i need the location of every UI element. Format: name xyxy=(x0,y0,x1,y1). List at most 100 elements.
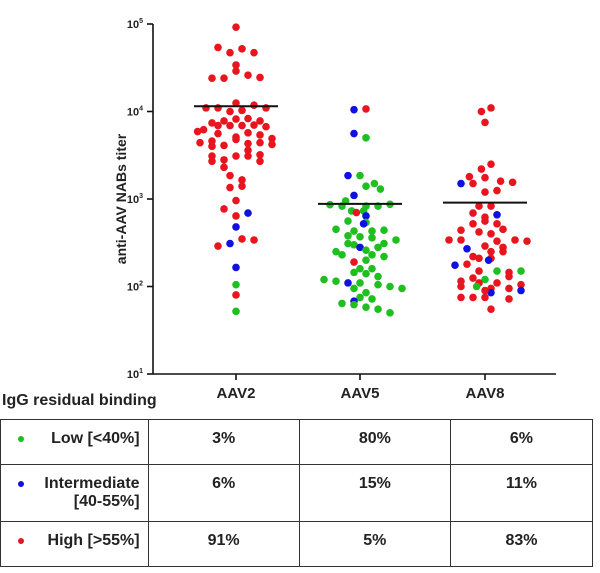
data-point-aav2-high xyxy=(256,117,264,125)
data-point-aav5-low xyxy=(362,288,370,297)
data-point-aav2-high xyxy=(208,119,216,127)
data-point-aav8-high xyxy=(475,254,483,263)
data-point-aav2-high xyxy=(256,131,264,139)
legend-dot-green-icon xyxy=(18,436,24,442)
y-tick-label: 101 xyxy=(127,368,143,381)
row-label-intermediate-line2: [40-55%] xyxy=(73,493,140,510)
residual-binding-table: Low [<40%] 3% 80% 6% Intermediate [40-55… xyxy=(0,419,594,567)
data-point-aav5-low xyxy=(332,277,340,285)
y-tick-label: 102 xyxy=(127,281,143,294)
data-point-aav8-high xyxy=(469,179,477,188)
data-point-aav5-intermediate xyxy=(350,129,358,138)
data-point-aav8-high xyxy=(496,177,505,185)
cell-low-aav5: 80% xyxy=(298,419,451,465)
x-tick-label-aav8: AAV8 xyxy=(466,385,505,400)
data-point-aav2-high xyxy=(226,48,234,57)
data-point-aav8-high xyxy=(481,293,489,302)
legend-dot-red-icon xyxy=(18,538,24,544)
data-point-aav5-low xyxy=(332,225,340,234)
data-point-aav8-high xyxy=(508,178,517,187)
data-point-aav8-high xyxy=(457,236,465,244)
legend-dot-blue-icon xyxy=(18,481,24,487)
data-point-aav8-intermediate xyxy=(517,286,525,295)
data-point-aav2-high xyxy=(238,45,246,53)
data-point-aav2-high xyxy=(208,157,216,166)
data-point-aav5-low xyxy=(344,217,352,225)
data-point-aav2-high xyxy=(193,127,202,136)
data-point-aav5-low xyxy=(344,231,352,240)
data-point-aav8-high xyxy=(475,228,483,236)
data-point-aav2-high xyxy=(244,139,252,148)
data-point-aav5-low xyxy=(356,279,364,287)
y-tick-label: 105 xyxy=(127,18,143,31)
y-axis-title: anti-AAV NABs titer xyxy=(113,133,129,264)
data-point-aav8-high xyxy=(505,284,513,293)
data-point-aav5-low xyxy=(362,303,370,312)
data-point-aav2-high xyxy=(226,121,234,130)
data-point-aav5-low xyxy=(338,299,346,308)
data-point-aav5-low xyxy=(356,232,364,241)
table-row-low: Low [<40%] 3% 80% 6% xyxy=(0,419,594,465)
data-point-aav2-intermediate xyxy=(244,209,252,217)
cell-high-aav2: 91% xyxy=(147,521,300,567)
row-label-intermediate-line1: Intermediate xyxy=(44,475,140,492)
data-point-aav5-low xyxy=(368,227,376,235)
data-point-aav8-high xyxy=(487,230,495,238)
data-point-aav5-low xyxy=(350,300,358,309)
data-point-aav2-high xyxy=(208,142,216,151)
data-point-aav2-high xyxy=(226,171,234,180)
data-point-aav8-high xyxy=(493,186,501,195)
data-point-aav8-high xyxy=(487,160,495,168)
data-point-aav2-high xyxy=(232,291,240,299)
data-point-aav8-high xyxy=(499,225,507,234)
data-point-aav5-low xyxy=(374,305,382,314)
cell-intermediate-aav5: 15% xyxy=(298,464,451,522)
data-point-aav2-high xyxy=(232,99,240,107)
data-point-aav2-high xyxy=(256,150,264,159)
data-point-aav2-high xyxy=(268,140,276,149)
data-point-aav2-high xyxy=(244,71,252,79)
data-point-aav8-high xyxy=(465,172,474,181)
data-point-aav8-high xyxy=(469,252,477,261)
data-point-aav8-high xyxy=(469,220,477,228)
data-point-aav2-high xyxy=(238,182,246,191)
data-point-aav8-low xyxy=(493,267,501,275)
data-point-aav2-intermediate xyxy=(232,263,240,272)
row-label-low: Low [<40%] xyxy=(51,430,140,447)
data-point-aav2-high xyxy=(232,115,240,123)
data-point-aav5-low xyxy=(350,240,358,249)
data-point-aav2-high xyxy=(220,141,228,150)
data-point-aav5-low xyxy=(386,282,394,291)
data-point-aav5-low xyxy=(380,239,388,248)
data-point-aav2-high xyxy=(232,212,240,220)
data-point-aav8-high xyxy=(475,202,483,210)
data-point-aav8-high xyxy=(487,247,495,256)
data-point-aav5-intermediate xyxy=(362,212,370,220)
data-point-aav5-low xyxy=(398,284,406,293)
data-point-aav8-high xyxy=(505,295,513,303)
data-point-aav2-high xyxy=(244,152,252,160)
data-point-aav8-high xyxy=(481,217,489,225)
data-point-aav8-high xyxy=(487,305,495,314)
y-axis-ticks: 101 102 103 104 105 xyxy=(127,18,153,381)
data-point-aav8-low xyxy=(472,282,481,291)
data-point-aav2-high xyxy=(232,61,240,69)
data-point-aav5-low xyxy=(386,309,394,317)
data-point-aav5-low xyxy=(368,295,376,303)
cell-low-aav8: 6% xyxy=(449,419,594,465)
table-title: IgG residual binding xyxy=(2,392,157,409)
cell-high-aav8: 83% xyxy=(449,521,594,567)
y-tick-label: 103 xyxy=(127,193,143,206)
data-point-aav5-low xyxy=(374,272,382,281)
y-tick-label: 104 xyxy=(127,106,143,119)
data-point-aav8-high xyxy=(477,107,486,116)
data-point-aav2-high xyxy=(220,205,228,213)
data-point-aav5-low xyxy=(380,226,388,234)
data-point-aav2-high xyxy=(220,117,228,125)
row-header-low: Low [<40%] xyxy=(0,419,149,465)
data-point-aav5-high xyxy=(352,208,361,217)
data-point-aav5-low xyxy=(368,251,376,259)
data-point-aav5-intermediate xyxy=(359,220,368,228)
data-point-aav2-high xyxy=(199,125,208,134)
data-point-aav5-low xyxy=(338,251,346,259)
